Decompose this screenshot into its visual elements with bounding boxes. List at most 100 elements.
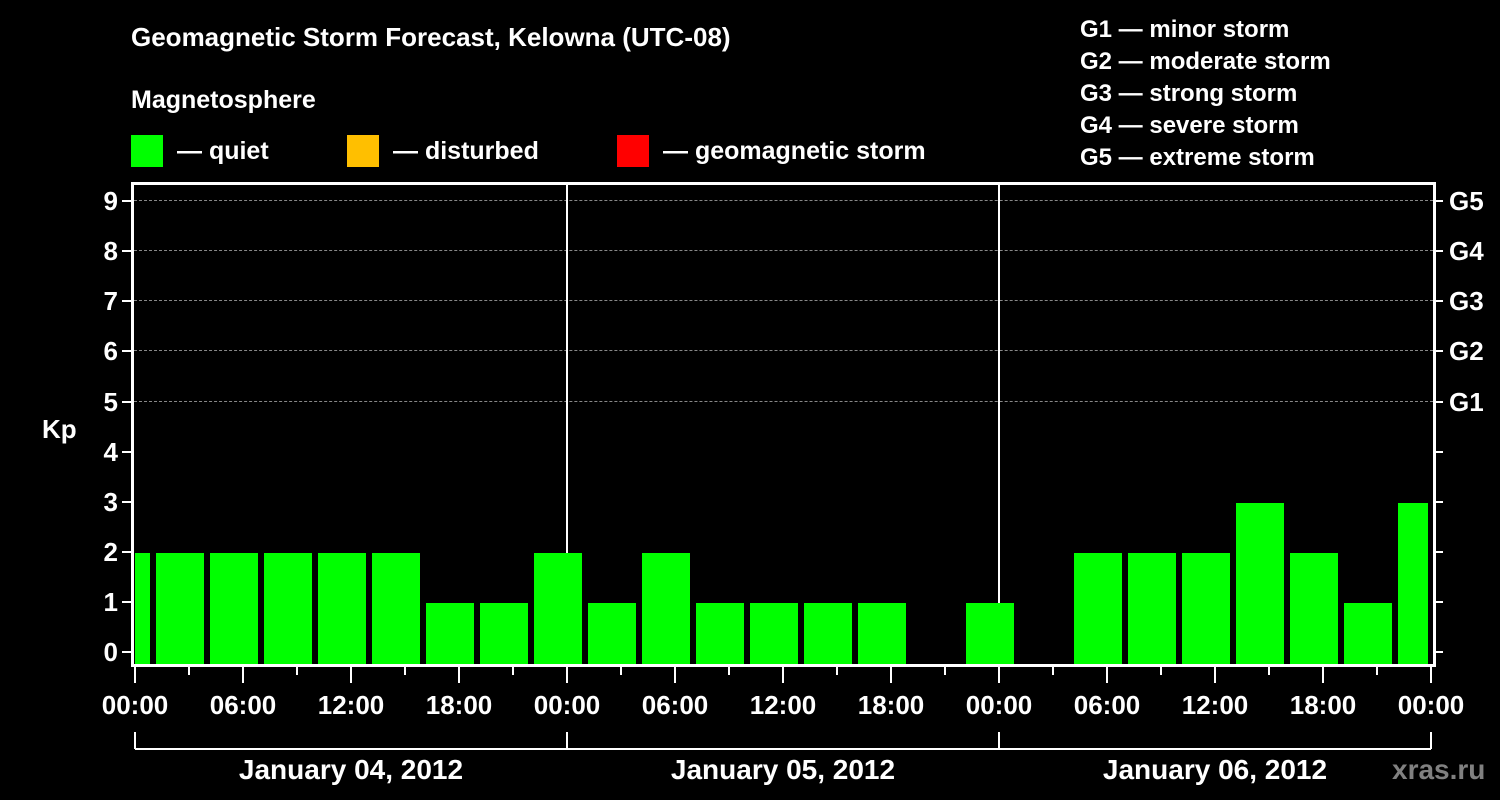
chart-title: Geomagnetic Storm Forecast, Kelowna (UTC… [131, 22, 731, 52]
y-tick-label: 4 [103, 436, 118, 467]
kp-bar [858, 602, 906, 666]
x-tick-label: 00:00 [1397, 690, 1465, 720]
x-tick [188, 667, 190, 675]
y-tick-label: 7 [103, 286, 118, 317]
kp-bar [372, 552, 420, 666]
y-tick-label: 2 [103, 536, 118, 567]
x-tick [1214, 667, 1216, 683]
y-tick-label: 6 [103, 336, 118, 367]
kp-bar [264, 552, 312, 666]
legend-label: — geomagnetic storm [663, 136, 926, 165]
x-tick [890, 667, 892, 683]
y-tick-right [1435, 500, 1443, 503]
x-tick-label: 18:00 [1289, 690, 1357, 720]
x-tick-label: 12:00 [1181, 690, 1249, 720]
gridline [134, 200, 1433, 202]
x-tick-label: 06:00 [641, 690, 709, 720]
x-tick-label: 06:00 [1073, 690, 1141, 720]
y-tick-right [1435, 550, 1443, 553]
y-tick-right [1435, 200, 1443, 203]
kp-bar [135, 552, 150, 666]
y-tick-right [1435, 600, 1443, 603]
g-tick-label: G2 [1449, 336, 1484, 367]
y-tick-label: 3 [103, 486, 118, 517]
g-legend-row: G1 — minor storm [1080, 16, 1290, 43]
x-tick-label: 18:00 [857, 690, 925, 720]
x-tick-label: 12:00 [749, 690, 817, 720]
kp-bar [696, 602, 744, 666]
x-tick-label: 00:00 [533, 690, 601, 720]
legend-label: — disturbed [393, 136, 539, 165]
g-scale-legend: G1 — minor storm G2 — moderate storm G3 … [1080, 14, 1331, 174]
y-tick-right [1435, 400, 1443, 403]
x-tick [566, 667, 568, 683]
kp-bar [426, 602, 474, 666]
x-tick [1160, 667, 1162, 675]
gridline [134, 400, 1433, 402]
gridline [134, 350, 1433, 352]
x-tick [836, 667, 838, 675]
day-bracket-tick [1430, 732, 1432, 749]
x-tick [1106, 667, 1108, 683]
x-tick-label: 12:00 [317, 690, 385, 720]
legend-item-storm: — geomagnetic storm [617, 134, 926, 168]
y-tick [122, 200, 132, 203]
x-tick [1268, 667, 1270, 675]
x-tick-label: 00:00 [101, 690, 169, 720]
g-tick-label: G1 [1449, 386, 1484, 417]
x-tick [458, 667, 460, 683]
gridline [134, 300, 1433, 302]
x-tick [296, 667, 298, 675]
y-axis-title: Kp [42, 414, 77, 444]
legend-label: — quiet [177, 136, 269, 165]
y-tick [122, 550, 132, 553]
kp-bar [534, 552, 582, 666]
day-separator [566, 182, 568, 667]
y-tick [122, 651, 132, 653]
day-label: January 04, 2012 [238, 754, 464, 785]
x-tick [350, 667, 352, 683]
watermark: xras.ru [1392, 754, 1486, 785]
day-bracket-tick [566, 732, 568, 749]
y-tick-right [1435, 651, 1443, 653]
x-tick [242, 667, 244, 683]
kp-bar [210, 552, 258, 666]
day-label: January 06, 2012 [1102, 754, 1328, 785]
kp-bar [1290, 552, 1338, 666]
g-tick-label: G4 [1449, 236, 1484, 267]
x-tick-label: 06:00 [209, 690, 277, 720]
kp-bar [1074, 552, 1122, 666]
x-tick [944, 667, 946, 675]
y-tick-label: 1 [103, 586, 118, 617]
kp-bar [642, 552, 690, 666]
x-tick [674, 667, 676, 683]
y-tick-label: 9 [103, 186, 118, 217]
legend-item-disturbed: — disturbed [347, 134, 539, 168]
day-label: January 05, 2012 [670, 754, 896, 785]
day-separator [998, 182, 1000, 667]
day-bracket-tick [998, 732, 1000, 749]
y-tick [122, 500, 132, 503]
kp-bar [1182, 552, 1230, 666]
x-tick-label: 00:00 [965, 690, 1033, 720]
x-tick [404, 667, 406, 675]
legend-item-quiet: — quiet [131, 134, 269, 168]
y-tick-right [1435, 250, 1443, 253]
gridline [134, 250, 1433, 252]
x-tick [1376, 667, 1378, 675]
x-tick [728, 667, 730, 675]
x-tick [620, 667, 622, 675]
kp-bar [1128, 552, 1176, 666]
kp-bar [480, 602, 528, 666]
x-tick-label: 18:00 [425, 690, 493, 720]
kp-bar [1398, 502, 1428, 666]
x-tick [134, 667, 136, 683]
kp-bar [804, 602, 852, 666]
y-tick-right [1435, 450, 1443, 453]
y-tick-label: 5 [103, 386, 118, 417]
kp-bar [156, 552, 204, 666]
chart-subtitle: Magnetosphere [131, 86, 316, 114]
y-tick-label: 8 [103, 236, 118, 267]
x-tick [512, 667, 514, 675]
y-tick [122, 400, 132, 403]
